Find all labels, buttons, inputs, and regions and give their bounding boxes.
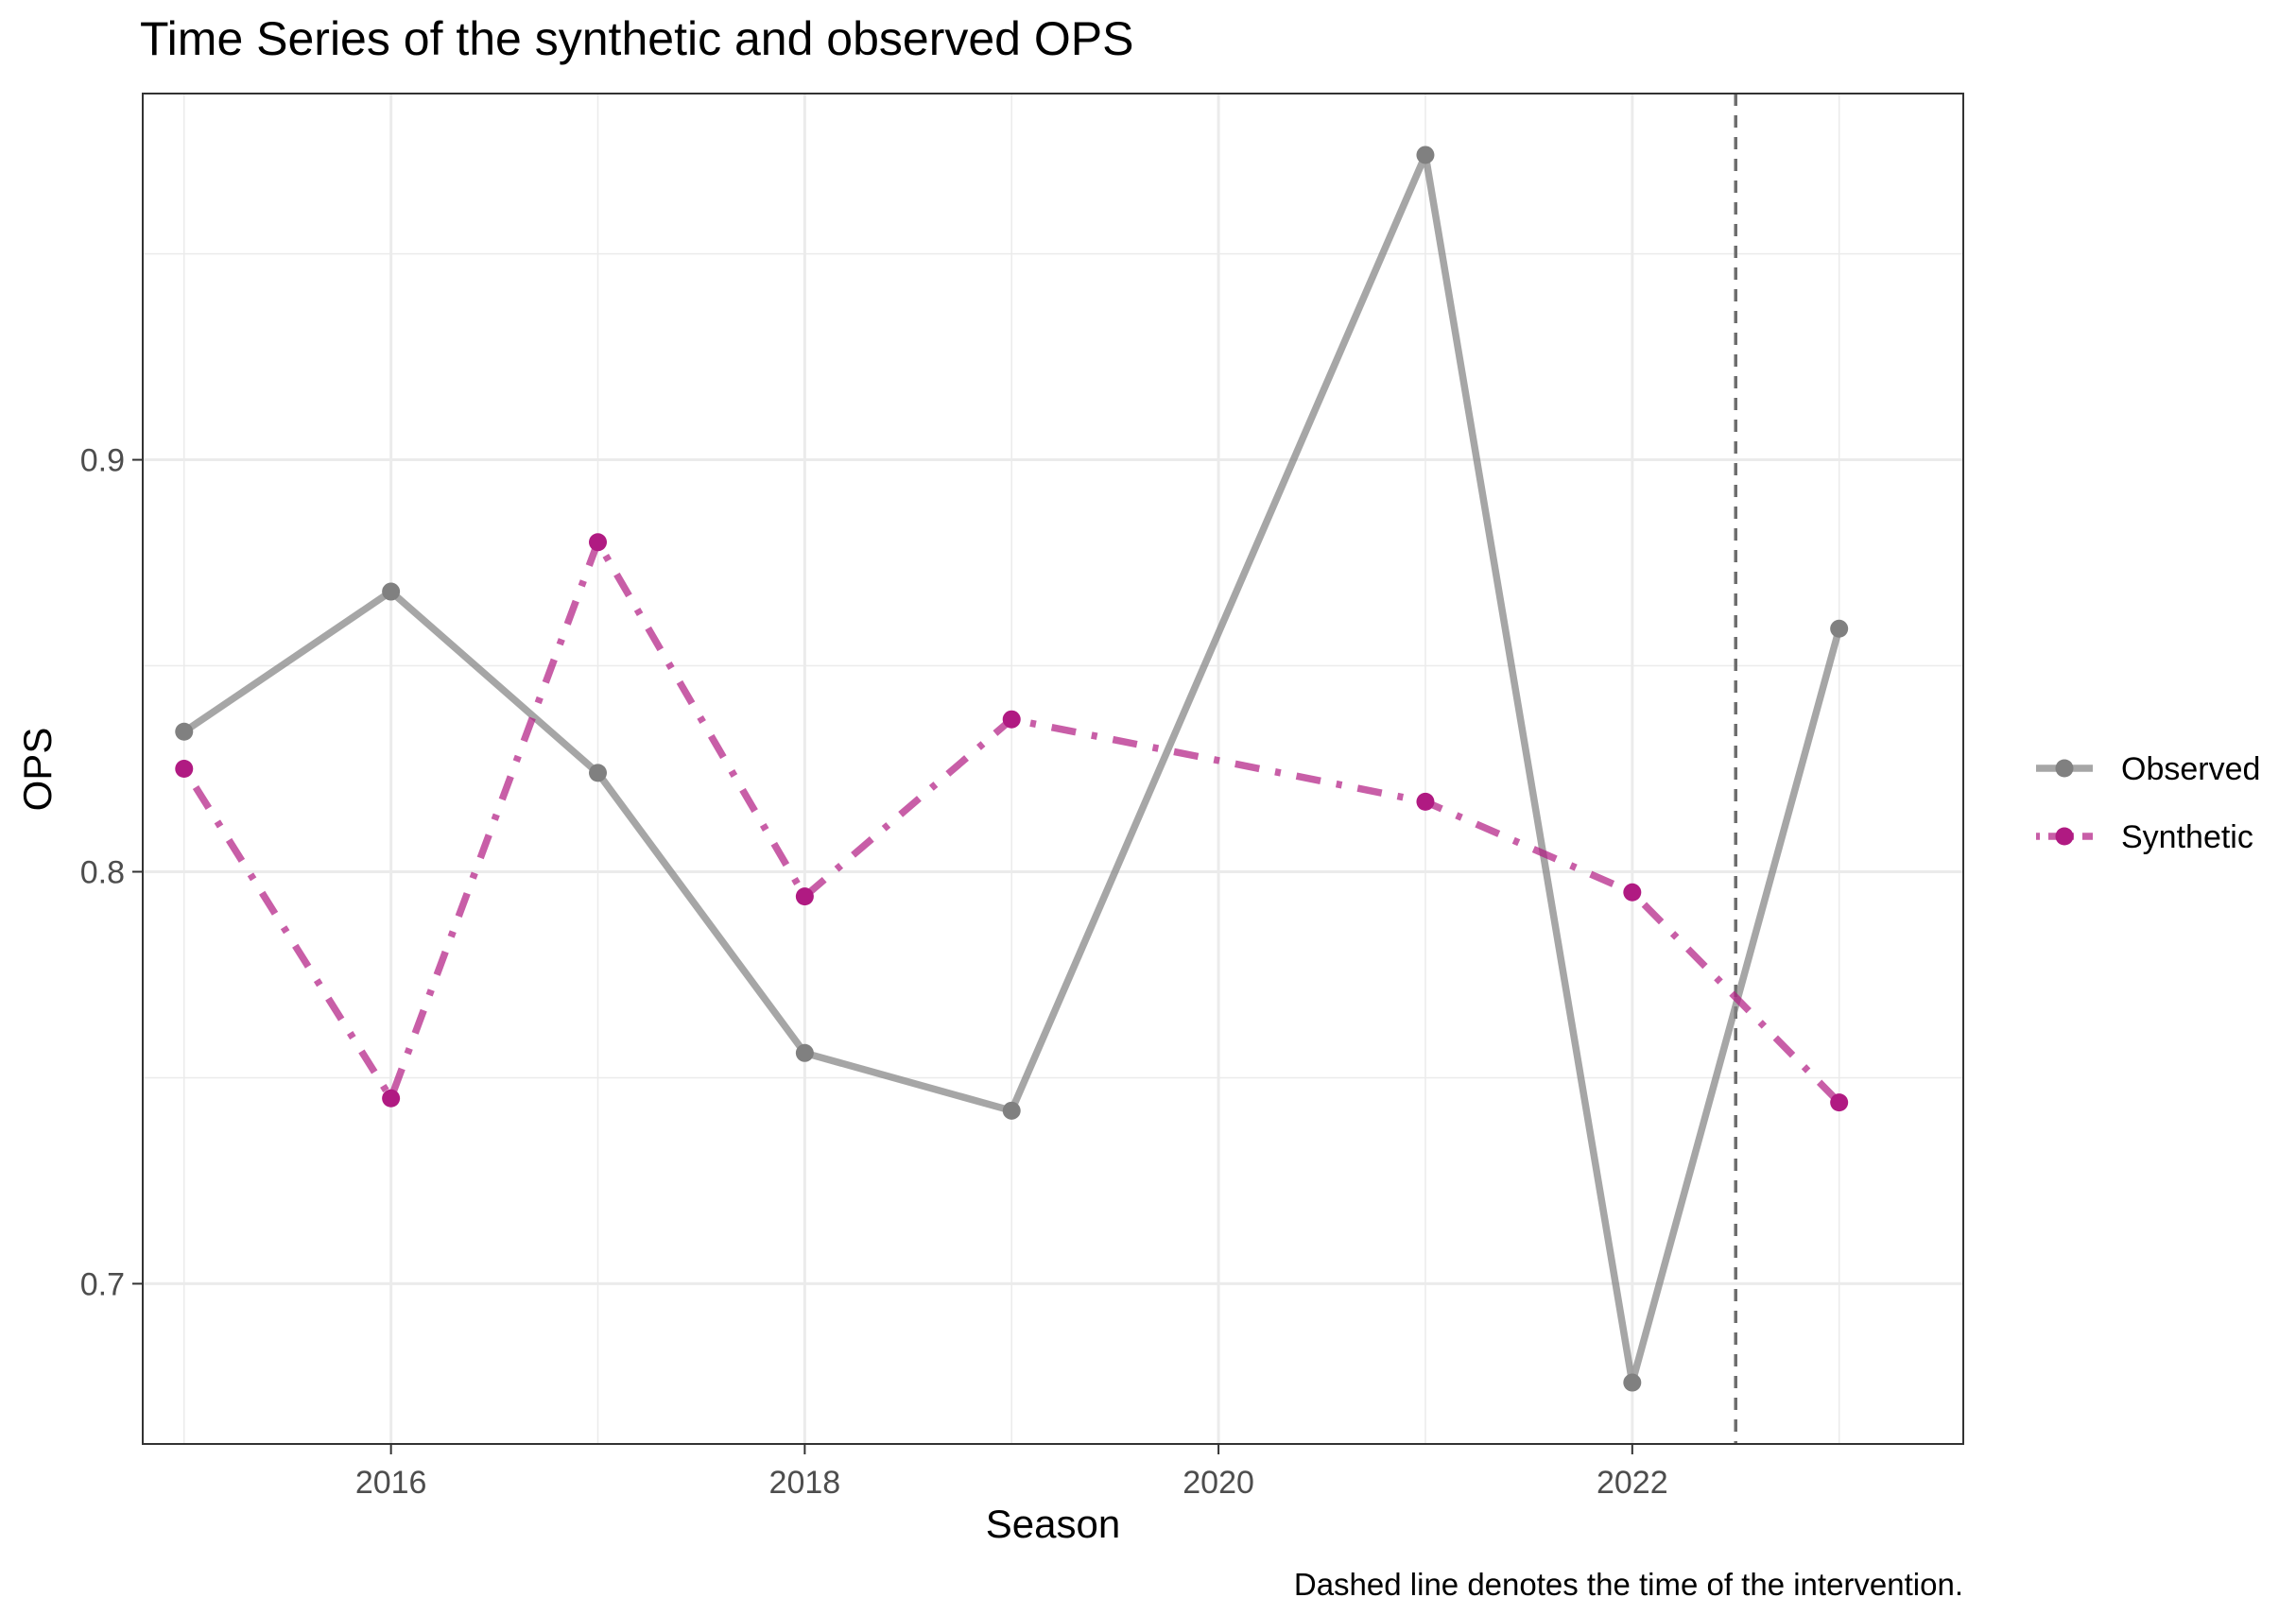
series-point-observed [1002, 1101, 1021, 1120]
legend: Observed Synthetic [2036, 751, 2260, 855]
chart-title: Time Series of the synthetic and observe… [140, 12, 1133, 65]
series-point-synthetic [382, 1089, 401, 1108]
y-axis-title: OPS [15, 728, 60, 812]
series-point-synthetic [1002, 710, 1021, 729]
y-tick-label: 0.8 [80, 854, 125, 890]
series-point-observed [1416, 146, 1435, 164]
x-tick-label: 2020 [1183, 1465, 1254, 1501]
series-point-observed [175, 722, 194, 741]
series-point-synthetic [1830, 1093, 1849, 1112]
x-axis-title: Season [986, 1502, 1120, 1546]
series-point-observed [382, 582, 401, 601]
series-line-observed [181, 151, 1843, 1386]
series-point-synthetic [1623, 883, 1642, 902]
series-point-synthetic [1416, 792, 1435, 811]
legend-label-observed: Observed [2121, 751, 2260, 787]
grid-lines [143, 94, 1963, 1444]
legend-label-synthetic: Synthetic [2121, 819, 2253, 855]
x-tick-label: 2022 [1597, 1465, 1668, 1501]
axes: 2016 2018 2020 2022 0.7 0.8 0.9 [80, 443, 1668, 1501]
series-point-observed [1623, 1373, 1642, 1392]
x-tick-label: 2016 [355, 1465, 427, 1501]
legend-key-point-synthetic [2055, 827, 2074, 846]
series-point-synthetic [795, 887, 814, 906]
y-tick-label: 0.7 [80, 1266, 125, 1302]
x-tick-label: 2018 [769, 1465, 841, 1501]
chart-caption: Dashed line denotes the time of the inte… [1294, 1567, 1963, 1602]
series-line-synthetic [181, 538, 1842, 1106]
legend-key-point-observed [2055, 759, 2074, 778]
series-point-observed [589, 764, 607, 782]
series-point-observed [1830, 619, 1849, 638]
series-group [175, 146, 1849, 1392]
series-point-synthetic [175, 760, 194, 778]
series-point-synthetic [589, 533, 607, 552]
series-point-observed [795, 1043, 814, 1062]
y-tick-label: 0.9 [80, 443, 125, 479]
plot-panel-border [142, 93, 1964, 1445]
